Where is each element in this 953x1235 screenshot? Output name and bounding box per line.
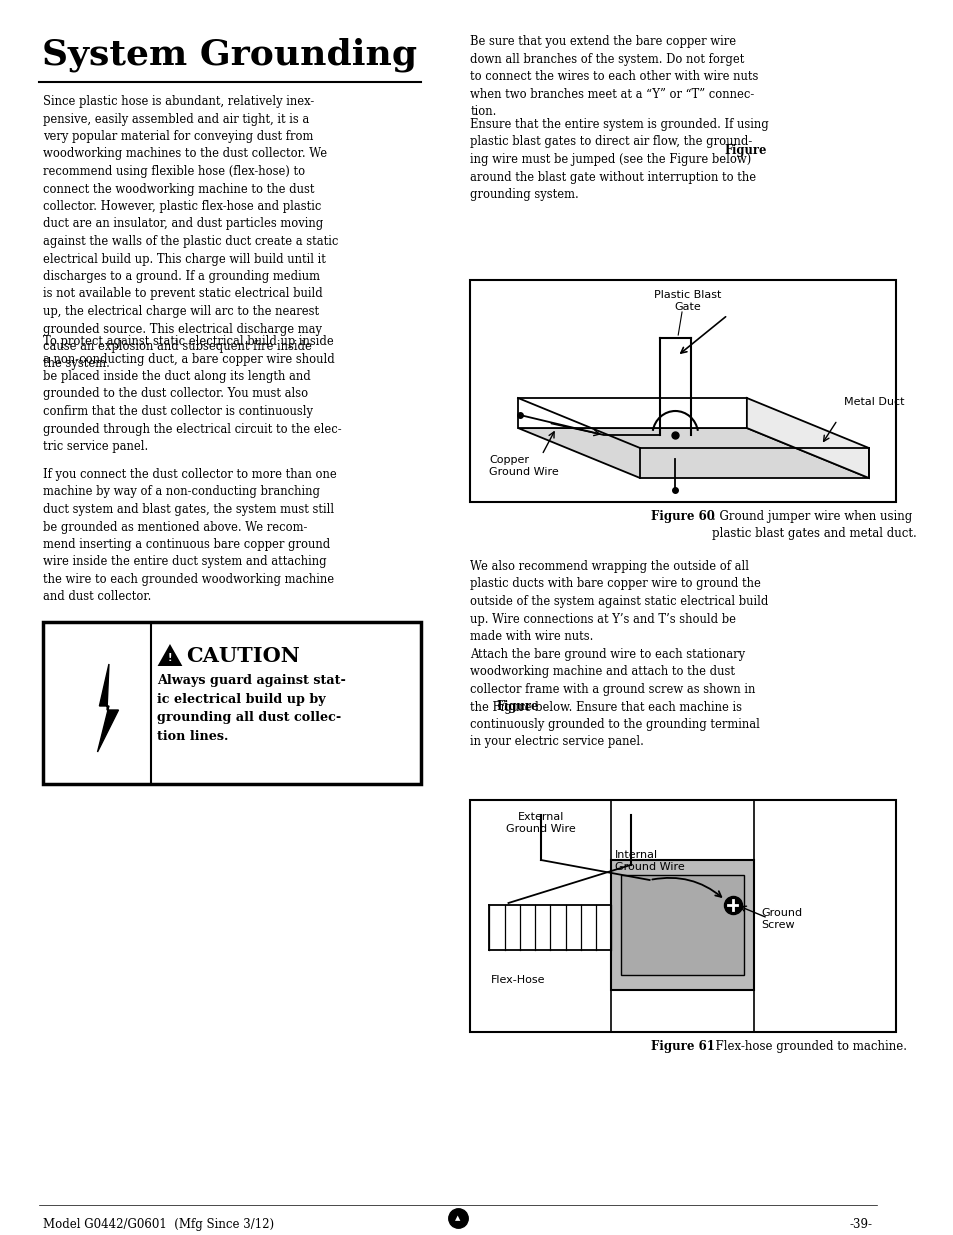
Text: Plastic Blast
Gate: Plastic Blast Gate — [654, 290, 720, 311]
Text: ▲: ▲ — [455, 1215, 460, 1221]
Text: To protect against static electrical build up inside
a non-conducting duct, a ba: To protect against static electrical bui… — [43, 335, 341, 453]
Text: . Ground jumper wire when using
plastic blast gates and metal duct.: . Ground jumper wire when using plastic … — [711, 510, 916, 540]
Text: !: ! — [168, 653, 172, 663]
Bar — [611, 860, 753, 990]
Text: We also recommend wrapping the outside of all
plastic ducts with bare copper wir: We also recommend wrapping the outside o… — [470, 559, 768, 643]
Bar — [470, 280, 895, 501]
Polygon shape — [97, 664, 118, 752]
Text: If you connect the dust collector to more than one
machine by way of a non-condu: If you connect the dust collector to mor… — [43, 468, 336, 604]
Text: Copper
Ground Wire: Copper Ground Wire — [489, 454, 558, 477]
Text: CAUTION: CAUTION — [186, 646, 300, 666]
Polygon shape — [157, 643, 182, 666]
Polygon shape — [746, 398, 868, 478]
Text: Model G0442/G0601  (Mfg Since 3/12): Model G0442/G0601 (Mfg Since 3/12) — [43, 1218, 274, 1231]
Text: Ensure that the entire system is grounded. If using
plastic blast gates to direc: Ensure that the entire system is grounde… — [470, 119, 768, 201]
Bar — [620, 876, 743, 974]
Text: Figure: Figure — [724, 144, 766, 157]
Text: Figure 60: Figure 60 — [650, 510, 714, 522]
Text: . Flex-hose grounded to machine.: . Flex-hose grounded to machine. — [707, 1040, 905, 1053]
Bar — [470, 800, 895, 1032]
Text: Always guard against stat-
ic electrical build up by
grounding all dust collec-
: Always guard against stat- ic electrical… — [156, 674, 345, 742]
Text: Internal
Ground Wire: Internal Ground Wire — [615, 850, 684, 872]
Bar — [43, 622, 420, 784]
Polygon shape — [517, 429, 868, 478]
Text: Figure: Figure — [496, 700, 537, 713]
Text: Ground
Screw: Ground Screw — [760, 908, 801, 930]
Text: System Grounding: System Grounding — [43, 38, 417, 73]
Text: Metal Duct: Metal Duct — [843, 396, 903, 408]
Polygon shape — [517, 398, 746, 429]
Text: Be sure that you extend the bare copper wire
down all branches of the system. Do: Be sure that you extend the bare copper … — [470, 35, 758, 119]
Text: Figure 61: Figure 61 — [650, 1040, 714, 1053]
Text: External
Ground Wire: External Ground Wire — [505, 811, 576, 834]
Text: Attach the bare ground wire to each stationary
woodworking machine and attach to: Attach the bare ground wire to each stat… — [470, 648, 760, 748]
Text: Since plastic hose is abundant, relatively inex-
pensive, easily assembled and a: Since plastic hose is abundant, relative… — [43, 95, 338, 370]
Text: -39-: -39- — [849, 1218, 872, 1231]
Text: Flex-Hose: Flex-Hose — [491, 974, 545, 986]
